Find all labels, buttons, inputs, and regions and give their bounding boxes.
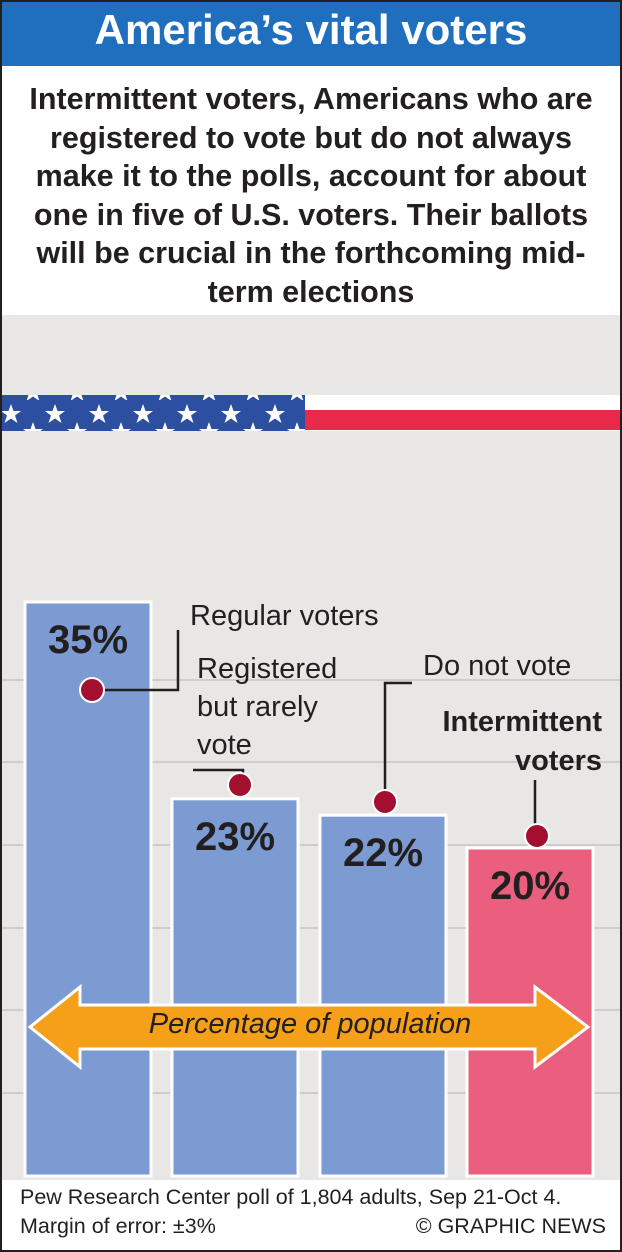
credit: © GRAPHIC NEWS bbox=[370, 1212, 606, 1241]
annotation: Percentage of population bbox=[148, 1008, 472, 1040]
bar bbox=[318, 813, 448, 1178]
bar bbox=[23, 600, 153, 1178]
category-label: Do not vote bbox=[423, 650, 572, 682]
category-label: Intermittent voters bbox=[442, 706, 603, 777]
bar bbox=[170, 797, 300, 1178]
value-label: 22% bbox=[342, 831, 424, 876]
dots bbox=[79, 677, 550, 849]
source: Pew Research Center poll of 1,804 adults… bbox=[20, 1185, 562, 1238]
category-label: Regular voters bbox=[190, 600, 379, 632]
flag-people bbox=[0, 395, 622, 431]
subtitle: Intermittent voters, Americans who are r… bbox=[29, 82, 593, 309]
value-label: 23% bbox=[194, 814, 276, 859]
category-label: Registered but rarely vote bbox=[197, 653, 338, 761]
arrow bbox=[27, 983, 591, 1071]
value-label: 20% bbox=[489, 864, 571, 908]
title: America’s vital voters bbox=[94, 6, 528, 53]
value-label: 35% bbox=[47, 618, 129, 662]
title-bar bbox=[0, 0, 622, 66]
